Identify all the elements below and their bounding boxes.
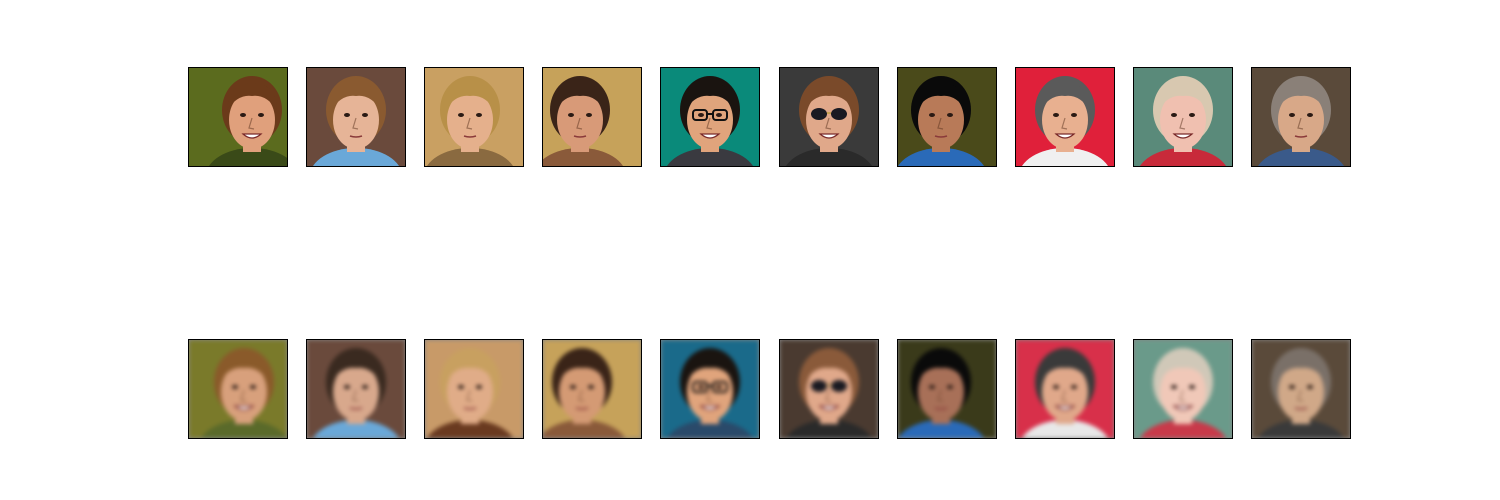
- face-image: [1016, 68, 1114, 166]
- face-image: [307, 340, 405, 438]
- face-image: [1252, 340, 1350, 438]
- face-image: [1134, 68, 1232, 166]
- original-face-thumbnail: [306, 67, 406, 167]
- reconstructed-face-thumbnail: [542, 339, 642, 439]
- reconstructed-face-thumbnail: [424, 339, 524, 439]
- original-face-thumbnail: [897, 67, 997, 167]
- face-image: [780, 340, 878, 438]
- face-image: [898, 340, 996, 438]
- original-face-thumbnail: [779, 67, 879, 167]
- original-face-thumbnail: [660, 67, 760, 167]
- face-image: [425, 340, 523, 438]
- reconstructed-face-thumbnail: [1133, 339, 1233, 439]
- reconstructed-face-thumbnail: [897, 339, 997, 439]
- face-image: [543, 340, 641, 438]
- original-images-row: [188, 67, 1351, 167]
- face-image: [1016, 340, 1114, 438]
- face-image: [780, 68, 878, 166]
- reconstructed-face-thumbnail: [1251, 339, 1351, 439]
- reconstructed-face-thumbnail: [1015, 339, 1115, 439]
- face-image: [898, 68, 996, 166]
- reconstructed-images-row: [188, 339, 1351, 439]
- original-face-thumbnail: [1015, 67, 1115, 167]
- original-face-thumbnail: [424, 67, 524, 167]
- original-face-thumbnail: [1251, 67, 1351, 167]
- reconstructed-face-thumbnail: [188, 339, 288, 439]
- original-face-thumbnail: [1133, 67, 1233, 167]
- face-image: [661, 68, 759, 166]
- reconstructed-face-thumbnail: [660, 339, 760, 439]
- face-image: [1134, 340, 1232, 438]
- face-image: [189, 340, 287, 438]
- reconstructed-face-thumbnail: [306, 339, 406, 439]
- face-image: [1252, 68, 1350, 166]
- face-image: [661, 340, 759, 438]
- face-image: [543, 68, 641, 166]
- reconstructed-face-thumbnail: [779, 339, 879, 439]
- face-image: [189, 68, 287, 166]
- face-image: [425, 68, 523, 166]
- face-image: [307, 68, 405, 166]
- original-face-thumbnail: [188, 67, 288, 167]
- original-face-thumbnail: [542, 67, 642, 167]
